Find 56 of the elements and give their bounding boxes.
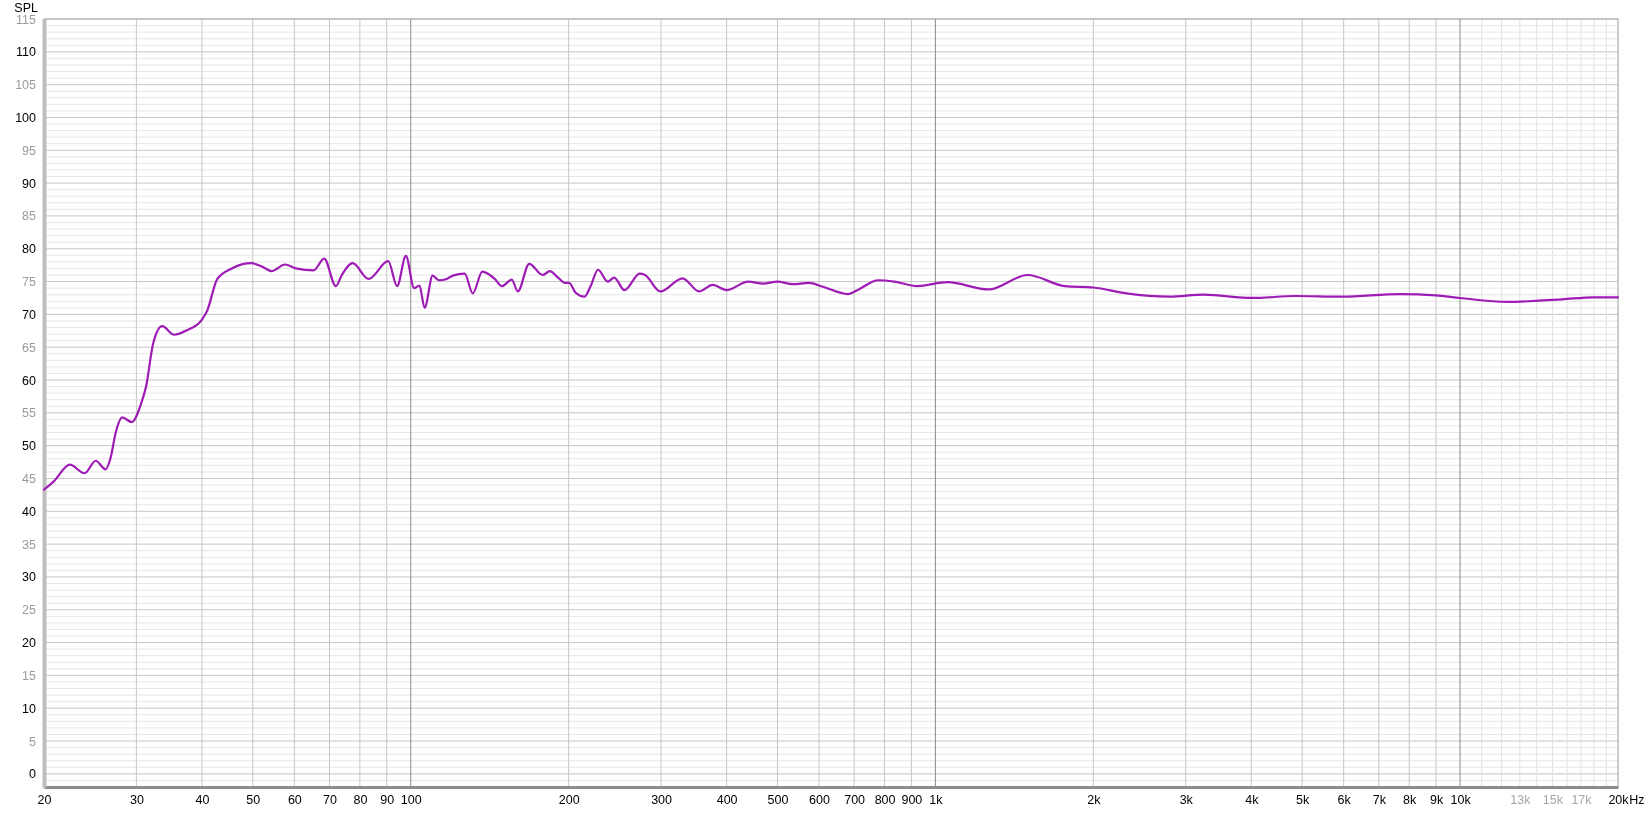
x-tick-label: 17k — [1571, 792, 1593, 807]
y-tick-label: 10 — [22, 701, 37, 716]
x-tick-label: 200 — [558, 792, 580, 807]
x-tick-label: 800 — [874, 792, 896, 807]
x-tick-label: 10k — [1450, 792, 1472, 807]
y-tick-label: 75 — [22, 275, 37, 290]
y-tick-label: 35 — [22, 537, 37, 552]
y-tick-label: 45 — [22, 471, 37, 486]
y-tick-label: 65 — [22, 340, 37, 355]
x-tick-label: 30 — [129, 792, 144, 807]
y-tick-label: 25 — [22, 603, 37, 618]
y-tick-label: 105 — [15, 78, 37, 93]
x-tick-label: 5k — [1296, 792, 1310, 807]
y-tick-label: 95 — [22, 143, 37, 158]
x-tick-label: 6k — [1337, 792, 1352, 807]
x-tick-label: 20k — [1608, 792, 1630, 807]
y-tick-label: 100 — [15, 110, 37, 125]
x-tick-label: 2k — [1087, 792, 1102, 807]
y-tick-label: 70 — [22, 307, 37, 322]
x-tick-label: 300 — [651, 792, 673, 807]
x-tick-label: 700 — [844, 792, 866, 807]
x-axis-title: Hz — [1629, 792, 1645, 807]
y-tick-label: 50 — [22, 439, 37, 454]
x-tick-label: 400 — [716, 792, 738, 807]
x-tick-label: 70 — [323, 792, 337, 807]
x-tick-label: 90 — [380, 792, 395, 807]
x-tick-label: 3k — [1179, 792, 1194, 807]
x-tick-label: 900 — [901, 792, 923, 807]
x-tick-label: 40 — [195, 792, 210, 807]
y-tick-label: 115 — [16, 12, 37, 27]
y-tick-label: 15 — [22, 668, 37, 683]
x-tick-label: 13k — [1510, 792, 1532, 807]
x-tick-label: 1k — [929, 792, 944, 807]
y-tick-label: 30 — [22, 570, 37, 585]
y-tick-label: 20 — [22, 636, 37, 651]
y-axis-title: SPL — [14, 1, 39, 15]
x-tick-label: 8k — [1403, 792, 1418, 807]
x-tick-label: 9k — [1429, 792, 1444, 807]
x-tick-label: 50 — [246, 792, 261, 807]
y-tick-label: 85 — [22, 209, 37, 224]
y-tick-label: 55 — [22, 406, 37, 421]
x-tick-label: 15k — [1542, 792, 1564, 807]
y-tick-label: 90 — [22, 176, 37, 191]
y-tick-label: 40 — [22, 504, 37, 519]
x-tick-label: 600 — [809, 792, 830, 807]
y-tick-label: 80 — [22, 242, 37, 257]
y-tick-label: 5 — [29, 734, 37, 749]
x-tick-label: 500 — [767, 792, 789, 807]
y-tick-label: 0 — [29, 767, 37, 782]
x-tick-label: 7k — [1372, 792, 1387, 807]
x-tick-label: 4k — [1245, 792, 1260, 807]
y-tick-label: 110 — [16, 45, 37, 60]
y-tick-label: 60 — [22, 373, 37, 388]
x-tick-label: 80 — [353, 792, 368, 807]
x-tick-label: 100 — [400, 792, 422, 807]
x-tick-label: 60 — [287, 792, 302, 807]
